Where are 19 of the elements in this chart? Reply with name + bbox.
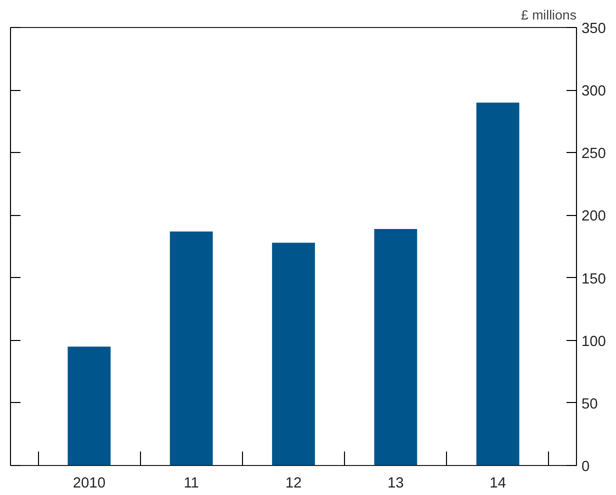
y-tick-label: 350 <box>582 21 606 37</box>
x-tick-label: 11 <box>184 476 199 492</box>
y-tick-label: 300 <box>582 84 606 100</box>
bar <box>476 102 520 466</box>
y-tick-label: 100 <box>582 334 606 350</box>
y-tick-label: 200 <box>582 208 606 225</box>
y-tick-label: 150 <box>582 271 606 288</box>
y-axis-title: £ millions <box>520 8 577 22</box>
x-tick-label: 14 <box>490 476 506 492</box>
y-tick-label: 50 <box>582 396 598 412</box>
x-tick-label: 13 <box>388 476 404 492</box>
bar <box>170 231 213 466</box>
y-tick-label: 0 <box>582 459 590 475</box>
x-tick-label: 2010 <box>72 476 106 492</box>
x-tick-label: 12 <box>285 476 302 492</box>
bar <box>272 242 315 466</box>
bar <box>374 228 418 466</box>
y-tick-label: 250 <box>582 146 606 162</box>
bar <box>68 346 111 466</box>
